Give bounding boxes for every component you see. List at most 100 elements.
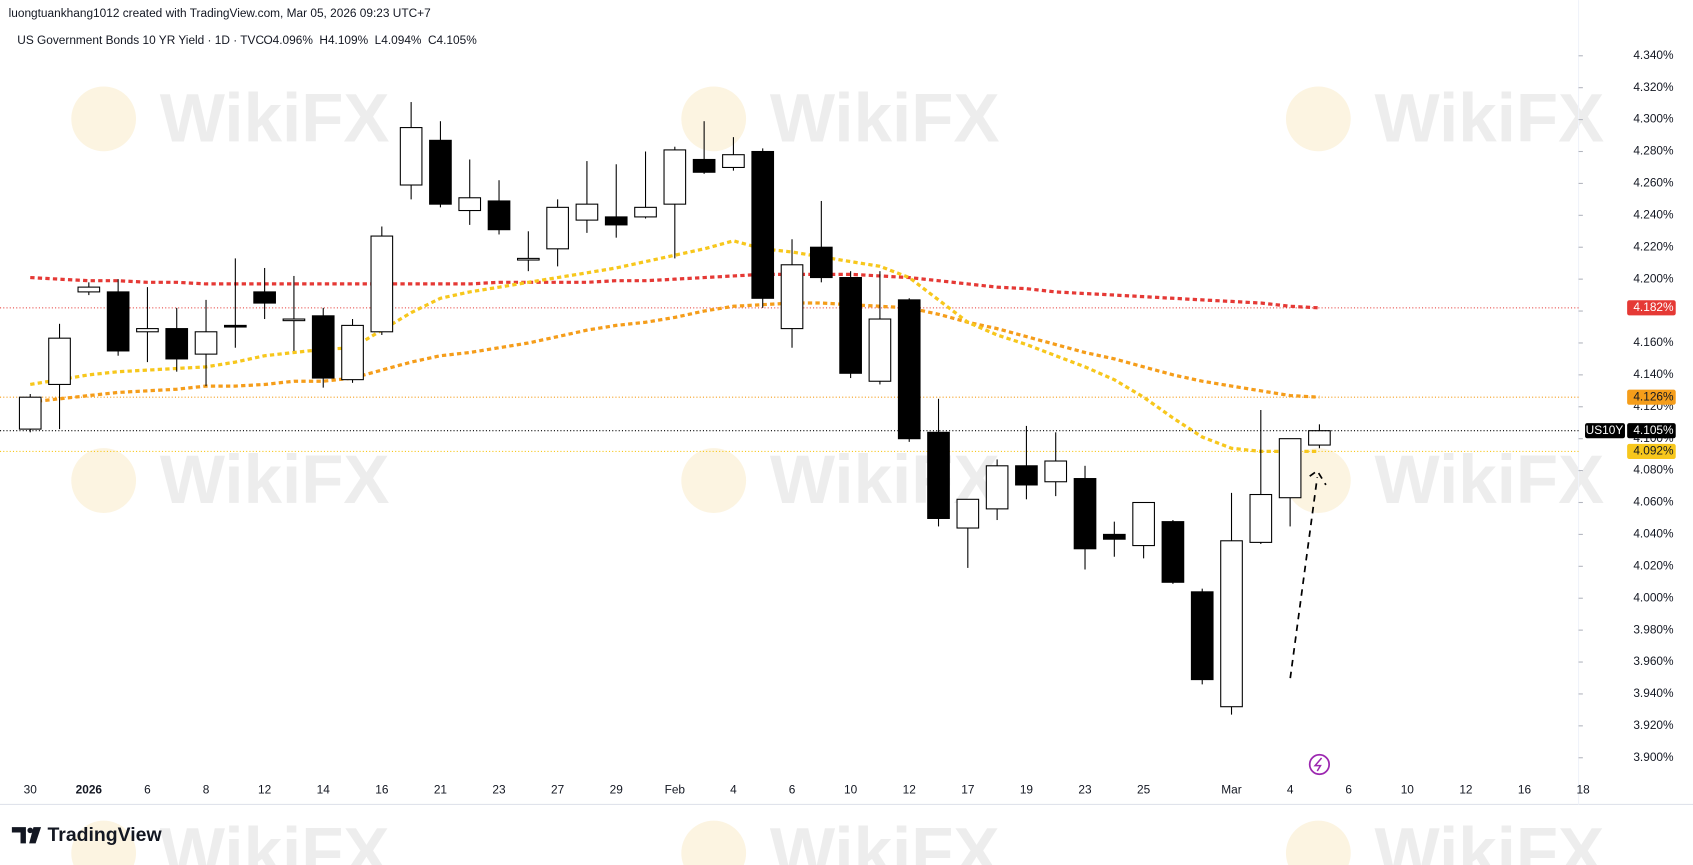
y-tick-label: 4.020% — [1633, 558, 1674, 572]
x-tick-label: 12 — [258, 783, 271, 797]
watermark-logo — [1285, 448, 1351, 513]
symbol-tag-box — [1585, 423, 1625, 439]
watermark: WikiFX — [1374, 440, 1604, 518]
moving-average — [30, 301, 1320, 404]
x-tick-label: Feb — [665, 783, 686, 797]
y-tick-label: 3.900% — [1633, 750, 1674, 764]
candle-body — [1308, 430, 1331, 446]
x-tick-label: 16 — [375, 783, 389, 797]
x-tick-label: 30 — [24, 783, 38, 797]
y-tick-label: 3.940% — [1633, 686, 1674, 700]
candle-body — [194, 331, 218, 355]
watermark: WikiFX — [160, 440, 390, 518]
x-tick-label: 16 — [1518, 783, 1532, 797]
candle-body — [311, 315, 335, 379]
candle-body — [1161, 521, 1185, 583]
x-tick-label: 4 — [730, 783, 737, 797]
y-tick-label: 4.220% — [1633, 239, 1674, 253]
y-tick-label: 4.240% — [1633, 207, 1674, 221]
candle-body — [751, 150, 775, 299]
candle-body — [106, 291, 130, 352]
candle-body — [575, 203, 599, 221]
candle-body — [370, 235, 394, 333]
tv-logo — [11, 827, 42, 844]
x-tick-label: 12 — [903, 783, 916, 797]
y-tick-label: 4.160% — [1633, 335, 1674, 349]
candle-body — [1132, 501, 1155, 547]
y-tick-label: 4.080% — [1633, 463, 1674, 477]
candle-body — [136, 328, 159, 333]
candle-body — [897, 299, 921, 440]
watermark: WikiFX — [770, 78, 1000, 156]
x-tick-label: 6 — [144, 783, 151, 797]
candle-body — [399, 127, 423, 186]
watermark-logo — [71, 820, 137, 865]
moving-average — [29, 239, 1320, 454]
candle-body — [809, 246, 833, 279]
x-tick-label: 27 — [551, 783, 564, 797]
ma-price-tag-box — [1627, 389, 1676, 405]
candle-body — [985, 465, 1009, 510]
x-tick-label: 2026 — [76, 783, 103, 797]
watermark: WikiFX — [1374, 813, 1604, 865]
candle-body — [516, 257, 540, 261]
candle-body — [868, 318, 892, 382]
ohlc-label: O4.096% — [263, 33, 313, 47]
x-tick-label: 29 — [610, 783, 624, 797]
x-tick-label: 12 — [1459, 783, 1472, 797]
candle-body — [663, 149, 687, 205]
x-tick-label: 4 — [1287, 783, 1294, 797]
watermark: WikiFX — [1374, 78, 1604, 156]
ohlc-label: C4.105% — [428, 33, 477, 47]
x-tick-label: 21 — [434, 783, 448, 797]
watermark: WikiFX — [160, 813, 390, 865]
candle-body — [487, 200, 511, 231]
candle-body — [1102, 533, 1126, 540]
x-tick-label: 8 — [203, 783, 210, 797]
footer-brand: TradingView — [48, 824, 163, 846]
candle-body — [1220, 540, 1243, 708]
moving-average — [30, 272, 1320, 310]
candle-body — [1249, 493, 1273, 543]
candle-body — [1073, 478, 1097, 550]
x-tick-label: 6 — [1345, 783, 1352, 797]
candle-body — [956, 498, 980, 529]
watermark-logo — [681, 448, 747, 513]
ma-price-tag-box — [1627, 300, 1676, 316]
candle-body — [546, 206, 569, 250]
watermark-logo — [71, 86, 137, 152]
y-tick-label: 3.920% — [1633, 718, 1674, 732]
x-tick-label: 23 — [1078, 783, 1092, 797]
candle-body — [429, 139, 452, 205]
candle-body — [341, 324, 364, 381]
ohlc-label: L4.094% — [375, 33, 422, 47]
x-tick-label: Mar — [1221, 783, 1241, 797]
ohlc-label: H4.109% — [319, 33, 368, 47]
y-tick-label: 3.980% — [1633, 622, 1674, 636]
annotation-arrow — [1289, 469, 1327, 679]
watermarks: WikiFX WikiFX WikiFX WikiFX WikiFX WikiFX Wiki… — [71, 78, 1604, 865]
x-tick-label: 25 — [1137, 783, 1151, 797]
watermark: WikiFX — [160, 78, 390, 156]
candle-body — [1044, 460, 1068, 483]
watermark-logo — [681, 820, 747, 865]
x-tick-label: 17 — [961, 783, 974, 797]
candle-body — [458, 197, 482, 212]
y-tick-label: 4.140% — [1633, 367, 1674, 381]
ma-price-tag: 4.092% — [1633, 444, 1674, 458]
y-tick-label: 4.000% — [1633, 590, 1674, 604]
y-tick-label: 4.040% — [1633, 527, 1674, 541]
x-tick-label: 19 — [1020, 783, 1034, 797]
replay-icon[interactable] — [1308, 753, 1330, 776]
candle-body — [927, 431, 950, 519]
candle-body — [780, 264, 804, 330]
symbol-tag: US10Y — [1586, 423, 1624, 437]
last-price-tag: 4.105% — [1633, 423, 1674, 437]
y-tick-label: 3.960% — [1633, 654, 1674, 668]
attribution: luongtuankhang1012 created with TradingV… — [9, 6, 431, 20]
candle-body — [18, 396, 42, 430]
candle-body — [77, 286, 101, 293]
candle-body — [634, 206, 657, 218]
watermark-logo — [71, 448, 137, 513]
